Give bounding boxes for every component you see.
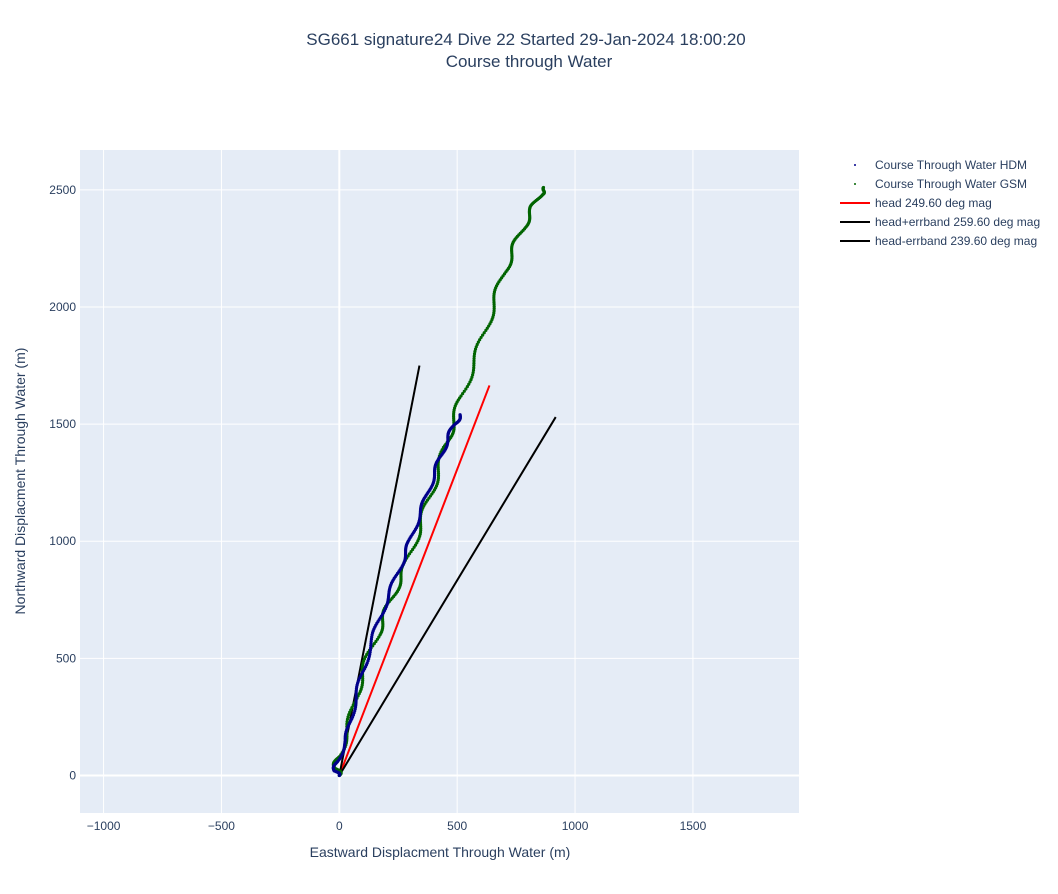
x-tick-label: 0 xyxy=(336,819,343,833)
series-point xyxy=(478,338,482,342)
y-tick-label: 0 xyxy=(69,769,76,783)
y-tick-label: 1000 xyxy=(49,534,76,548)
legend-label: head+errband 259.60 deg mag xyxy=(875,215,1040,229)
series-point xyxy=(472,356,476,361)
chart-subtitle: Course through Water xyxy=(446,52,613,71)
legend-label: head 249.60 deg mag xyxy=(875,196,992,210)
series-point xyxy=(471,368,476,372)
series-0 xyxy=(331,413,462,778)
legend-label: Course Through Water HDM xyxy=(875,158,1027,172)
series-point xyxy=(472,361,476,365)
legend-item[interactable]: Course Through Water HDM xyxy=(854,158,1027,172)
y-tick-label: 2500 xyxy=(49,183,76,197)
series-line xyxy=(338,385,491,776)
x-axis-label: Eastward Displacment Through Water (m) xyxy=(310,844,571,860)
series-2 xyxy=(338,385,491,776)
series-point xyxy=(472,366,476,370)
series-point xyxy=(467,382,471,386)
legend-item[interactable]: head-errband 239.60 deg mag xyxy=(840,234,1037,248)
series-point xyxy=(462,389,466,393)
legend-label: head-errband 239.60 deg mag xyxy=(875,234,1037,248)
legend-item[interactable]: head 249.60 deg mag xyxy=(840,196,992,210)
series-4 xyxy=(338,416,557,777)
x-tick-label: −1000 xyxy=(87,819,121,833)
grid-lines xyxy=(80,150,799,813)
y-tick-label: 500 xyxy=(56,651,76,665)
series-point xyxy=(472,363,476,368)
x-tick-label: 1000 xyxy=(562,819,589,833)
x-tick-label: 500 xyxy=(447,819,467,833)
legend-item[interactable]: Course Through Water GSM xyxy=(854,177,1027,191)
x-tick-labels: −1000 −500 0 500 1000 1500 xyxy=(87,819,707,833)
legend-swatch xyxy=(854,164,856,166)
series-point xyxy=(461,392,465,396)
series-point xyxy=(464,387,468,391)
series-line xyxy=(338,416,557,777)
series-point xyxy=(541,185,546,190)
chart-title: SG661 signature24 Dive 22 Started 29-Jan… xyxy=(306,30,745,49)
series-point xyxy=(458,413,462,417)
series-point xyxy=(476,340,480,344)
series-point xyxy=(481,333,485,337)
series-point xyxy=(465,385,469,389)
data-series-group xyxy=(331,185,557,778)
legend[interactable]: Course Through Water HDM Course Through W… xyxy=(840,158,1040,248)
legend-swatch xyxy=(854,183,856,185)
y-tick-label: 1500 xyxy=(49,417,76,431)
legend-label: Course Through Water GSM xyxy=(875,177,1027,191)
series-point xyxy=(472,354,476,358)
y-axis-label: Northward Displacment Through Water (m) xyxy=(12,348,28,615)
series-point xyxy=(472,359,476,363)
plot-area xyxy=(80,150,799,813)
x-tick-label: 1500 xyxy=(680,819,707,833)
series-point xyxy=(459,394,463,398)
y-tick-label: 2000 xyxy=(49,300,76,314)
series-point xyxy=(351,703,355,707)
series-point xyxy=(471,370,475,375)
series-point xyxy=(482,331,486,335)
series-point xyxy=(479,335,483,340)
y-tick-labels: 0 500 1000 1500 2000 2500 xyxy=(49,183,76,783)
x-tick-label: −500 xyxy=(208,819,235,833)
series-point xyxy=(350,705,354,710)
legend-item[interactable]: head+errband 259.60 deg mag xyxy=(840,215,1040,229)
